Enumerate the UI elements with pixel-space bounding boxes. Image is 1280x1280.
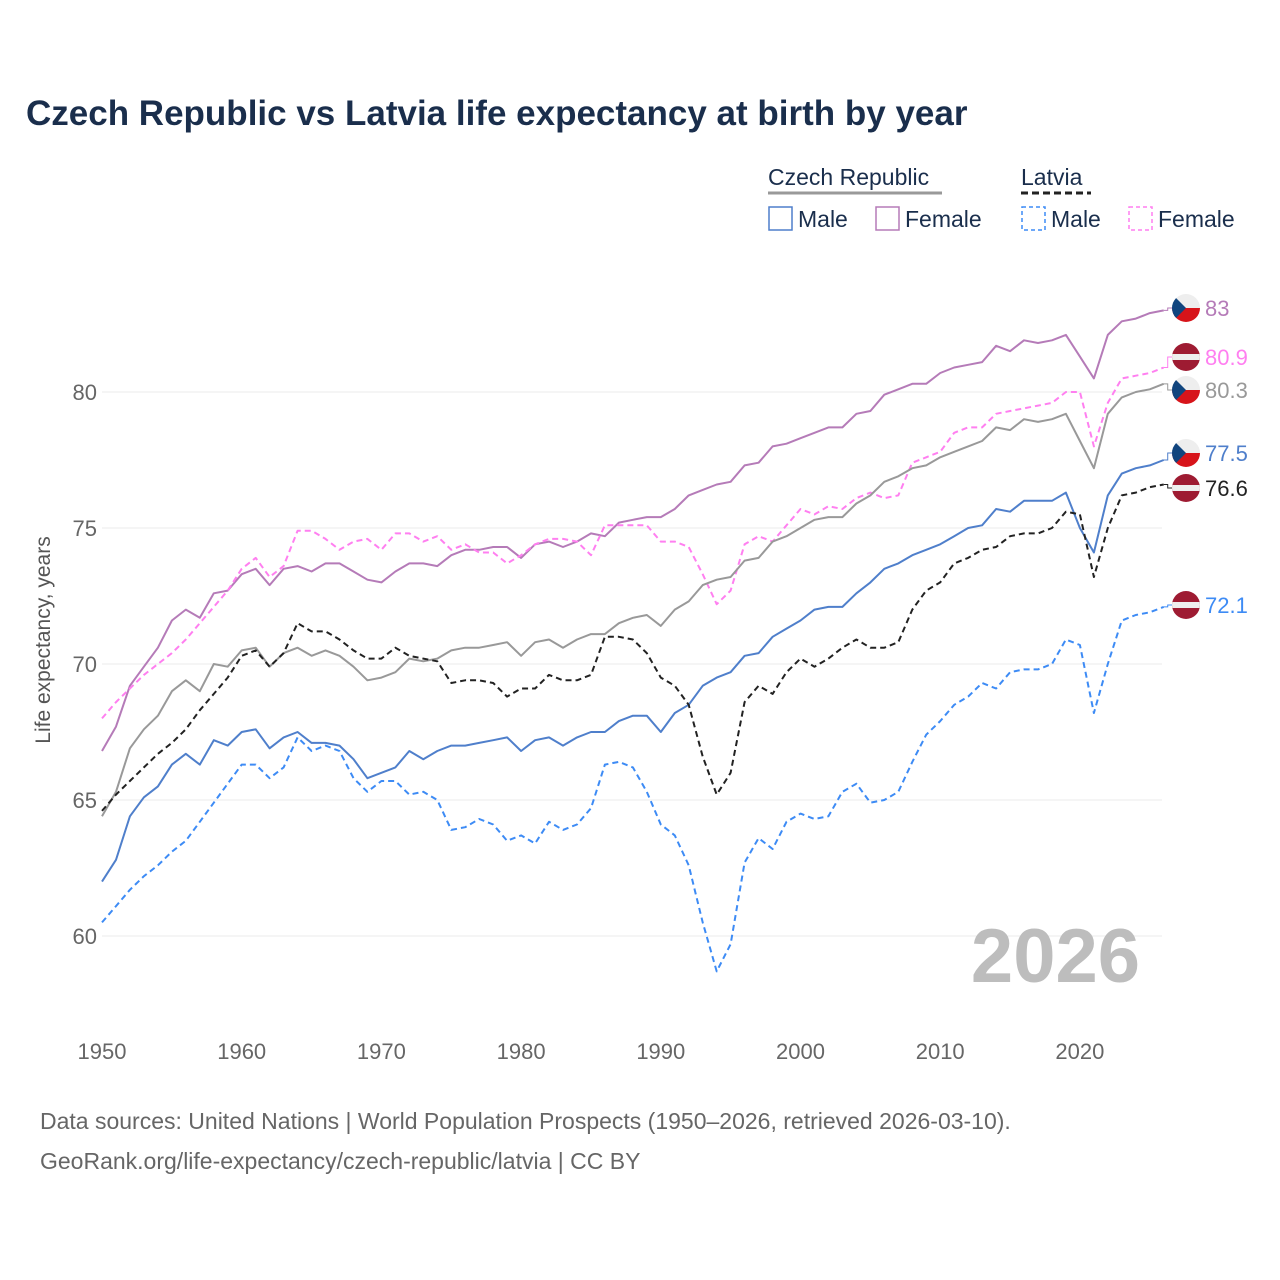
- flag-body: [1172, 474, 1200, 502]
- series-line-czech-republic-male: [101, 459, 1165, 883]
- flag-blue: [1172, 439, 1186, 467]
- label-connector: [1163, 307, 1172, 311]
- latvia-flag-icon: [1172, 591, 1200, 619]
- label-connector: [1163, 604, 1172, 608]
- label-connector: [1163, 356, 1172, 369]
- flag-blue: [1172, 376, 1186, 404]
- flag-white: [1172, 485, 1200, 491]
- x-tick-label: 2000: [776, 1039, 825, 1064]
- latvia-flag-icon: [1172, 343, 1200, 371]
- end-value-label: 80.3: [1205, 378, 1248, 403]
- legend-swatch: [875, 206, 900, 231]
- y-tick-label: 65: [73, 788, 97, 813]
- y-tick-label: 75: [73, 516, 97, 541]
- x-tick-label: 2020: [1055, 1039, 1104, 1064]
- legend-group-label: Czech Republic: [768, 164, 929, 190]
- legend-item-label: Female: [905, 206, 982, 232]
- label-connector: [1163, 452, 1172, 461]
- flag-body: [1172, 439, 1200, 467]
- x-tick-label: 1960: [217, 1039, 266, 1064]
- end-value-label: 76.6: [1205, 476, 1248, 501]
- end-value-label: 72.1: [1205, 593, 1248, 618]
- flag-white: [1172, 602, 1200, 608]
- end-value-label: 77.5: [1205, 441, 1248, 466]
- end-value-label: 83: [1205, 296, 1229, 321]
- label-connector: [1163, 383, 1172, 391]
- legend-group-label: Latvia: [1021, 164, 1083, 190]
- czech-flag-icon: [1172, 376, 1200, 404]
- legend-item-label: Female: [1158, 206, 1235, 232]
- legend-swatch: [768, 206, 793, 231]
- y-tick-label: 70: [73, 652, 97, 677]
- x-tick-label: 1990: [636, 1039, 685, 1064]
- x-tick-label: 1950: [78, 1039, 127, 1064]
- series-line-latvia-male: [101, 605, 1165, 973]
- series-line-latvia: [101, 483, 1164, 812]
- series-line-latvia-female: [101, 366, 1165, 720]
- y-tick-label: 80: [73, 380, 97, 405]
- x-tick-label: 1980: [497, 1039, 546, 1064]
- x-tick-label: 2010: [916, 1039, 965, 1064]
- footer-link[interactable]: GeoRank.org/life-expectancy/czech-republ…: [40, 1148, 641, 1174]
- legend-item-label: Male: [1051, 206, 1101, 232]
- legend-item-label: Male: [798, 206, 848, 232]
- end-value-label: 80.9: [1205, 345, 1248, 370]
- series-line-czech-republic-female: [101, 309, 1164, 752]
- flag-white: [1172, 354, 1200, 360]
- flag-body: [1172, 294, 1200, 322]
- chart-title: Czech Republic vs Latvia life expectancy…: [26, 94, 968, 133]
- y-tick-label: 60: [73, 924, 97, 949]
- flag-body: [1172, 343, 1200, 371]
- flag-body: [1172, 376, 1200, 404]
- czech-flag-icon: [1172, 439, 1200, 467]
- year-watermark: 2026: [971, 914, 1140, 999]
- latvia-flag-icon: [1172, 474, 1200, 502]
- flag-body: [1172, 591, 1200, 619]
- legend-swatch: [1128, 206, 1153, 231]
- y-axis-label: Life expectancy, years: [32, 536, 55, 743]
- footer-sources: Data sources: United Nations | World Pop…: [40, 1108, 1011, 1134]
- series-line-czech-republic: [101, 382, 1165, 817]
- legend-swatch: [1021, 206, 1046, 231]
- flag-blue: [1172, 294, 1186, 322]
- x-tick-label: 1970: [357, 1039, 406, 1064]
- label-connector: [1163, 483, 1172, 489]
- czech-flag-icon: [1172, 294, 1200, 322]
